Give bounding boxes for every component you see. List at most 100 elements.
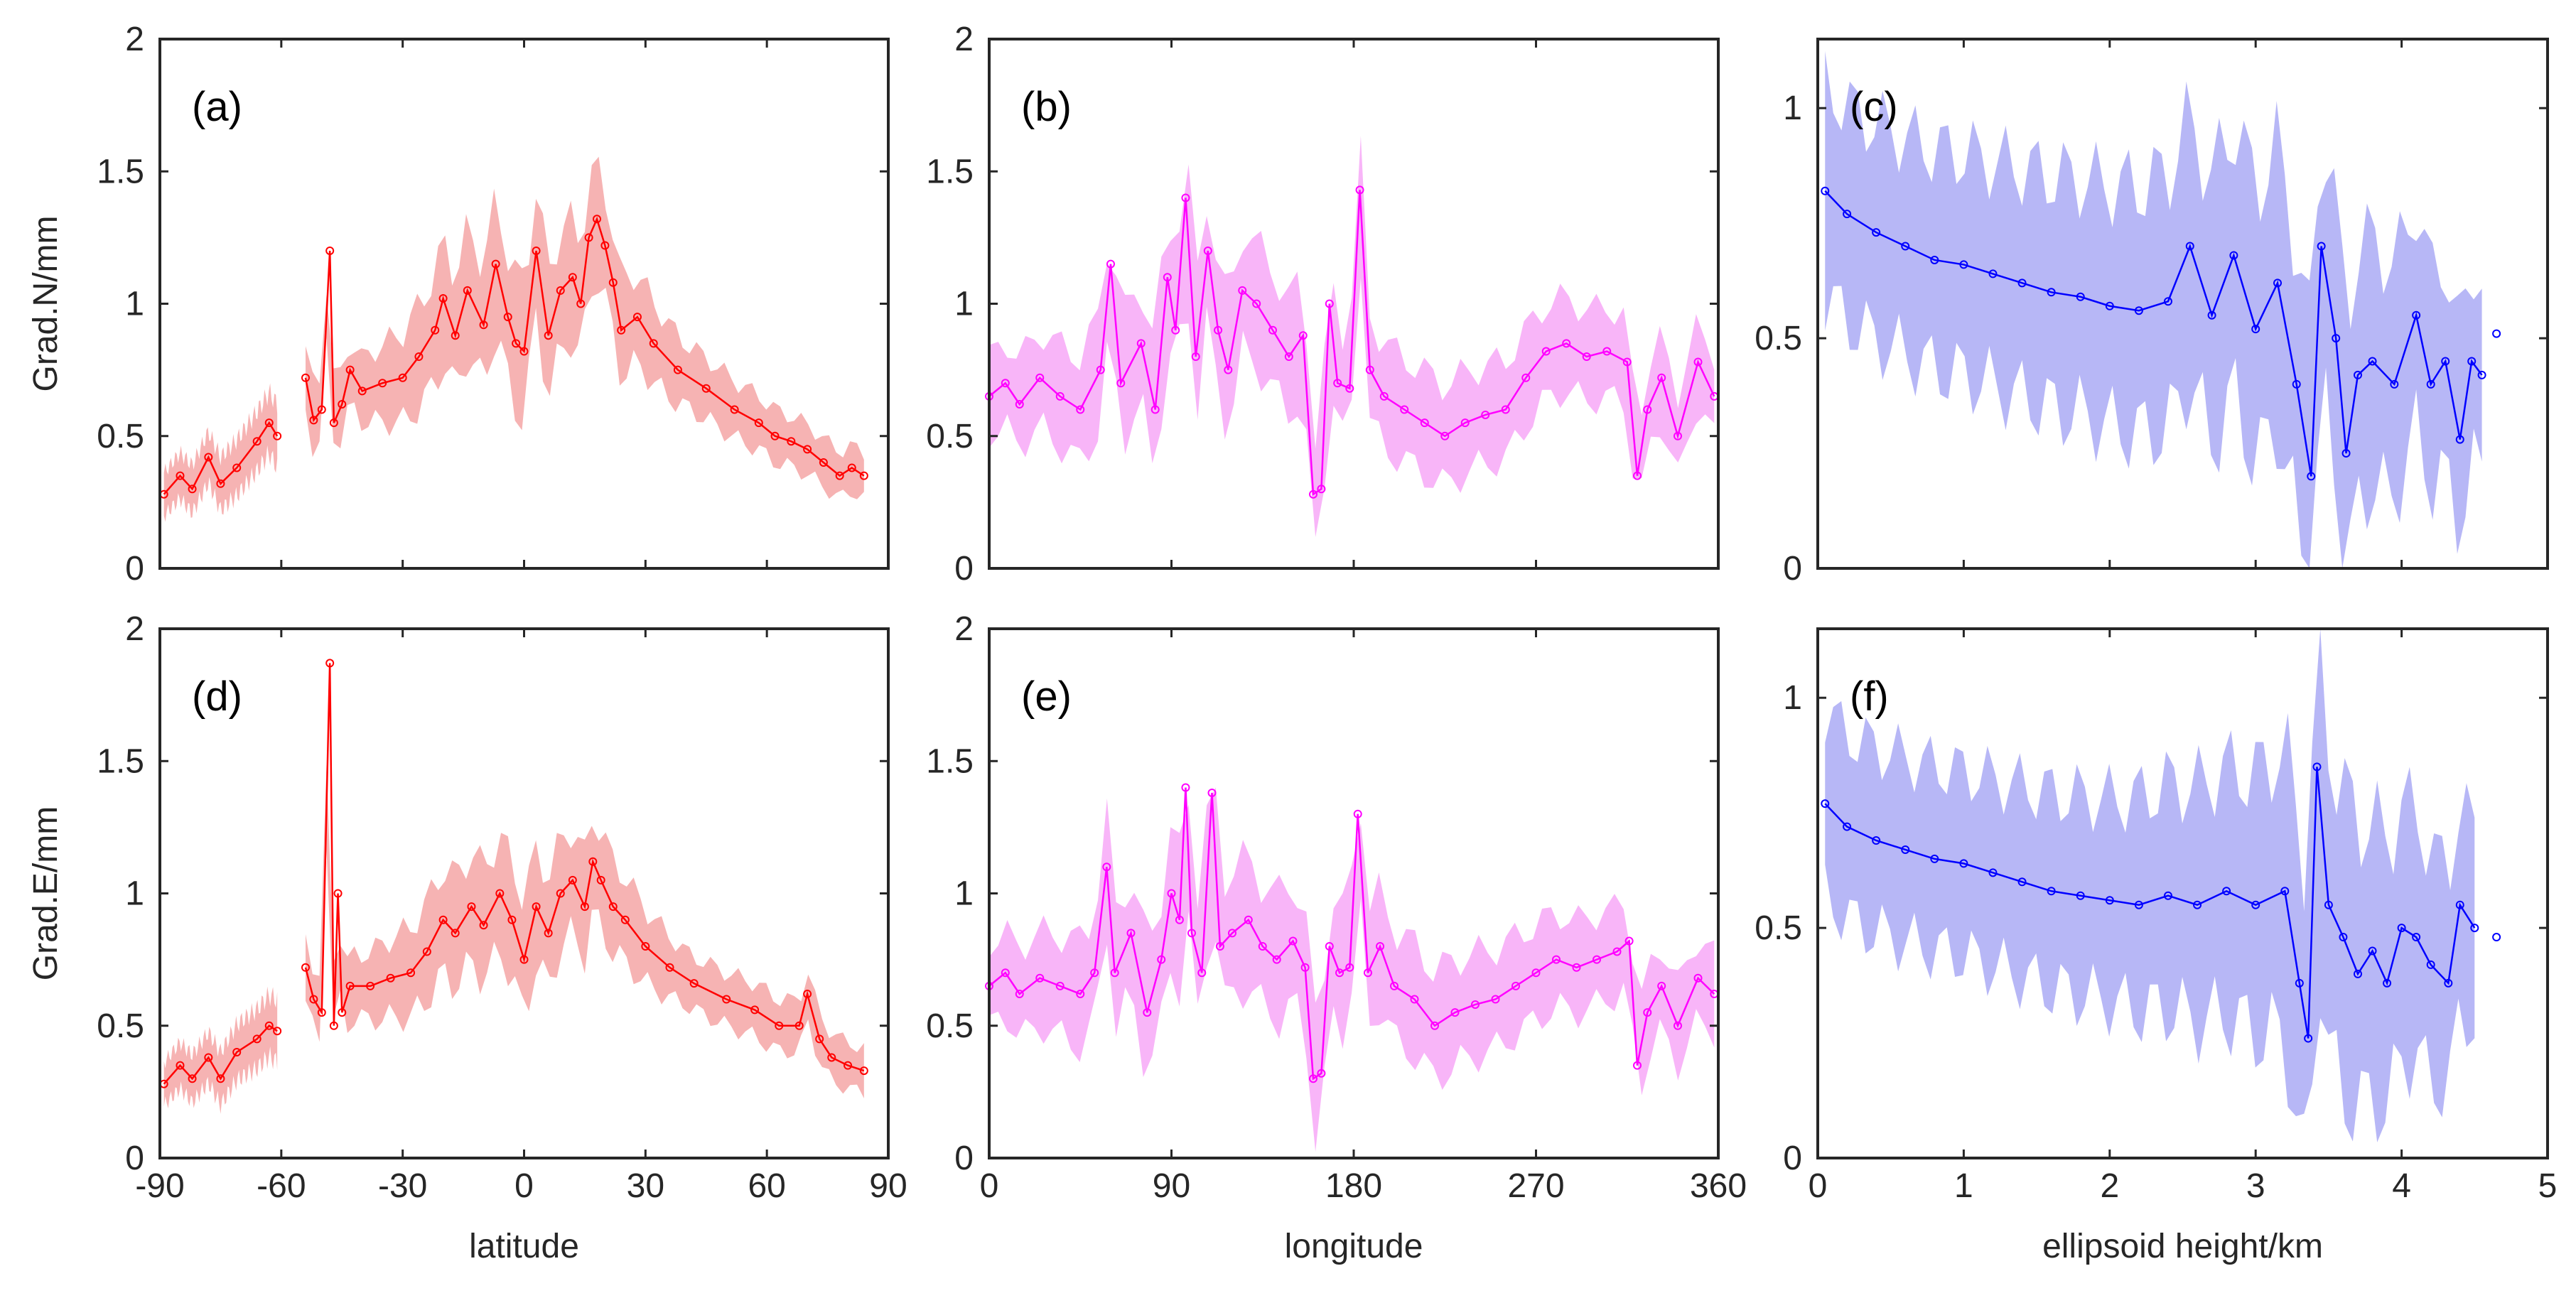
data-point [584, 233, 593, 242]
data-point [568, 273, 577, 282]
data-point [463, 286, 472, 295]
data-point [345, 981, 355, 990]
data-point [1901, 242, 1910, 251]
data-point [1622, 357, 1632, 367]
data-point [1843, 210, 1852, 219]
data-point [1215, 942, 1224, 951]
x-tick-label: 3 [2246, 1167, 2265, 1205]
data-point [1035, 373, 1045, 382]
data-point [580, 902, 589, 912]
data-point [2163, 891, 2172, 900]
data-point [2317, 242, 2326, 251]
data-point [2134, 306, 2143, 315]
data-point [632, 313, 642, 322]
data-point [2441, 357, 2450, 366]
data-point [649, 339, 658, 348]
data-point [338, 1008, 347, 1017]
data-point [568, 875, 577, 885]
y-tick-label: 0.5 [926, 1007, 974, 1045]
data-point [1400, 405, 1409, 414]
data-point [264, 1021, 274, 1030]
y-tick-label: 1.5 [926, 153, 974, 190]
y-tick-label: 2 [954, 21, 974, 58]
data-point [1035, 973, 1045, 983]
data-point [1228, 929, 1236, 938]
data-point [2390, 379, 2399, 389]
data-point [2076, 292, 2085, 301]
data-point [357, 386, 367, 396]
data-point [507, 915, 517, 924]
data-point [431, 325, 440, 335]
x-axis-title: ellipsoid height/km [2042, 1228, 2323, 1265]
data-point [1076, 990, 1085, 999]
series-line [1824, 767, 2476, 1039]
data-point [467, 902, 476, 912]
series-line [988, 190, 1715, 496]
data-point [608, 902, 618, 912]
data-point [2368, 357, 2377, 366]
data-point [600, 241, 610, 250]
data-point [844, 1061, 853, 1070]
data-point [301, 963, 310, 972]
data-point [2280, 887, 2290, 896]
y-tick-label: 2 [125, 21, 144, 58]
data-point [503, 313, 512, 322]
x-tick-label: 1 [1954, 1167, 1973, 1205]
x-tick-label: -30 [378, 1167, 427, 1205]
chart-panel-e: 0 90 180 270 360 0 0.5 1 1.5 2 (e) longitude [926, 610, 1747, 1265]
data-point [2292, 379, 2301, 389]
y-tick-label: 1.5 [97, 742, 144, 780]
y-tick-label: 0 [125, 1140, 144, 1177]
data-point [1015, 990, 1024, 999]
data-point [1171, 325, 1180, 335]
y-tick-label: 1.5 [926, 742, 974, 780]
data-point [325, 659, 335, 668]
data-point [1284, 352, 1293, 361]
y-tick-label: 0 [954, 550, 974, 588]
data-point [827, 1053, 836, 1062]
series-line [304, 216, 865, 477]
data-point [406, 968, 416, 978]
data-point [1167, 889, 1176, 898]
data-point [1693, 357, 1703, 367]
data-point [1197, 968, 1207, 978]
data-point [2207, 310, 2216, 320]
data-point [1643, 405, 1652, 414]
y-tick-label: 0.5 [1755, 320, 1802, 357]
y-tick-label: 1 [1783, 90, 1802, 127]
x-tick-label: -90 [135, 1167, 184, 1205]
data-point [576, 299, 586, 308]
data-point [2304, 1034, 2313, 1043]
x-tick-label: 270 [1507, 1167, 1564, 1205]
data-point [2047, 887, 2056, 896]
y-tick-label: 0 [1783, 550, 1802, 588]
data-point [1298, 331, 1308, 340]
data-point [1272, 955, 1281, 964]
data-point [2455, 435, 2464, 444]
data-point [1450, 1008, 1460, 1017]
data-point [204, 1053, 213, 1062]
data-point [422, 947, 431, 956]
data-point [176, 1061, 185, 1070]
x-tick-label: 0 [980, 1167, 999, 1205]
data-point [252, 1034, 262, 1044]
data-point [2444, 978, 2453, 988]
data-point [1988, 868, 1998, 877]
data-point [1657, 373, 1666, 382]
series-line [163, 1024, 278, 1085]
data-point [188, 1074, 197, 1083]
x-tick-label: 0 [1809, 1167, 1828, 1205]
series-line [304, 663, 865, 1072]
data-point [1440, 431, 1450, 440]
data-point [317, 405, 326, 414]
data-point [1096, 365, 1105, 374]
x-axis-title: longitude [1285, 1228, 1423, 1265]
data-point [641, 942, 650, 951]
data-point [1288, 936, 1298, 946]
data-point [556, 286, 565, 295]
data-point [1930, 854, 1939, 863]
data-point [2295, 978, 2304, 988]
data-point [1365, 365, 1374, 374]
data-point [1055, 981, 1065, 990]
panel-label: (e) [1021, 674, 1072, 720]
